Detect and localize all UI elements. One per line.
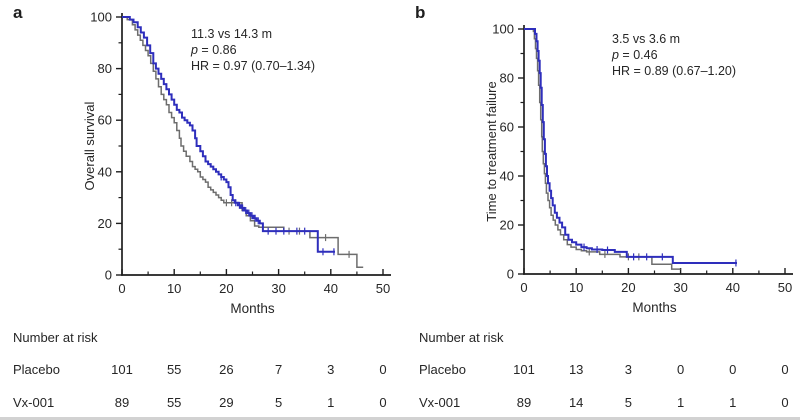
survival-curve-placebo (122, 16, 364, 269)
y-tick-label: 100 (90, 10, 112, 25)
risk-value: 55 (166, 395, 182, 410)
risk-value: 89 (516, 395, 532, 410)
x-tick-label: 10 (569, 280, 583, 295)
y-tick-label: 20 (500, 218, 514, 233)
y-tick-label: 40 (500, 169, 514, 184)
x-tick-label: 40 (726, 280, 740, 295)
x-tick-label: 50 (778, 280, 792, 295)
x-tick-label: 30 (271, 281, 285, 296)
y-tick-label: 0 (507, 267, 514, 282)
x-tick-label: 20 (219, 281, 233, 296)
panel-a-label: a (13, 3, 23, 22)
x-axis-title: Months (230, 301, 275, 316)
risk-value: 1 (729, 395, 737, 410)
risk-value: 0 (729, 362, 737, 377)
x-tick-label: 20 (621, 280, 635, 295)
risk-row-vx001-label: Vx-001 (13, 395, 55, 410)
risk-value: 101 (513, 362, 535, 377)
annotation-line: p = 0.46 (611, 48, 658, 62)
risk-value: 13 (568, 362, 584, 377)
y-tick-label: 60 (98, 113, 112, 128)
survival-curve-vx001 (122, 16, 335, 253)
x-tick-label: 0 (118, 281, 125, 296)
risk-value: 0 (781, 362, 789, 377)
risk-row-vx001: Vx-001 89 14 5 1 1 0 (400, 395, 800, 411)
table-bottom-rule (0, 417, 800, 420)
risk-row-vx001: Vx-001 89 55 29 5 1 0 (0, 395, 400, 411)
risk-row-placebo: Placebo 101 55 26 7 3 0 (0, 362, 400, 378)
y-tick-label: 100 (492, 22, 514, 37)
risk-value: 3 (327, 362, 335, 377)
risk-value: 1 (327, 395, 335, 410)
risk-value: 0 (676, 362, 685, 377)
risk-row-vx001-label: Vx-001 (419, 395, 461, 410)
y-tick-label: 80 (98, 61, 112, 76)
annotation-line: 3.5 vs 3.6 m (612, 32, 680, 46)
risk-value: 101 (111, 362, 133, 377)
x-tick-label: 50 (376, 281, 390, 296)
time-to-treatment-failure-chart: 0 20 40 60 80 100 0 10 20 30 40 50 Months Time to tre… (484, 22, 793, 315)
y-axis-title: Time to treatment failure (484, 81, 499, 221)
risk-value: 55 (166, 362, 182, 377)
annotation-line: 11.3 vs 14.3 m (191, 27, 272, 41)
risk-row-placebo-label: Placebo (419, 362, 466, 377)
y-tick-label: 80 (500, 71, 514, 86)
x-tick-label: 0 (520, 280, 527, 295)
annotation-line: HR = 0.89 (0.67–1.20) (612, 64, 736, 78)
risk-value: 3 (624, 362, 632, 377)
risk-value: 7 (274, 362, 283, 377)
risk-value: 0 (781, 395, 789, 410)
y-tick-label: 0 (105, 268, 112, 283)
risk-value: 26 (219, 362, 234, 377)
annotation-line: HR = 0.97 (0.70–1.34) (191, 59, 315, 73)
risk-table-b-title: Number at risk (419, 330, 504, 345)
x-tick-label: 10 (167, 281, 181, 296)
y-tick-label: 60 (500, 120, 514, 135)
risk-value: 0 (379, 395, 387, 410)
risk-row-placebo: Placebo 101 13 3 0 0 0 (400, 362, 800, 378)
annotation-line: p = 0.86 (190, 43, 237, 57)
risk-value: 89 (114, 395, 130, 410)
risk-value: 0 (379, 362, 387, 377)
panel-b-label: b (415, 3, 426, 22)
y-tick-label: 40 (98, 164, 112, 179)
risk-value: 1 (676, 395, 685, 410)
survival-curve-vx001 (524, 28, 737, 264)
risk-value: 5 (274, 395, 283, 410)
x-tick-label: 30 (673, 280, 687, 295)
risk-value: 14 (568, 395, 584, 410)
risk-value: 5 (624, 395, 632, 410)
y-axis-title: Overall survival (82, 101, 97, 190)
risk-value: 29 (219, 395, 234, 410)
survival-curve-placebo (524, 28, 681, 270)
x-tick-label: 40 (324, 281, 338, 296)
y-tick-label: 20 (98, 216, 112, 231)
overall-survival-chart: 0 20 40 60 80 100 0 10 20 30 40 50 Months Overall sur… (82, 10, 391, 316)
risk-row-placebo-label: Placebo (13, 362, 60, 377)
x-axis-title: Months (632, 300, 677, 315)
risk-table-a-title: Number at risk (13, 330, 98, 345)
